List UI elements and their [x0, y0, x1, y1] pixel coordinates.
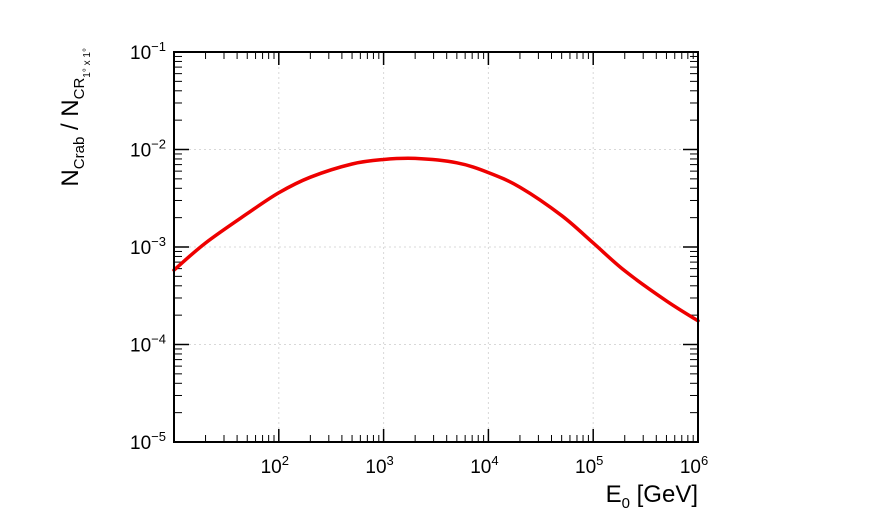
x-tick-label: 103 — [365, 453, 393, 478]
y-tick-labels: 10−5 10−4 10−3 10−2 10−1 — [130, 39, 166, 454]
y-tick-label: 10−1 — [130, 39, 166, 64]
x-tick-label: 106 — [680, 453, 708, 478]
x-tick-labels: 102 103 104 105 106 — [261, 453, 709, 478]
y-tick-label: 10−3 — [130, 234, 166, 259]
series-line — [172, 156, 700, 323]
x-tick-label: 102 — [261, 453, 289, 478]
y-tick-label: 10−2 — [130, 137, 166, 162]
minor-ticks — [174, 52, 698, 442]
x-tick-label: 104 — [470, 453, 498, 478]
x-axis-title: E0 [GeV] — [606, 481, 698, 512]
y-tick-label: 10−4 — [130, 332, 166, 357]
plot-frame — [173, 51, 699, 443]
x-tick-label: 105 — [575, 453, 603, 478]
y-axis-title: NCrab / NCR1° x 1° — [57, 48, 93, 187]
grid-lines — [173, 52, 699, 442]
y-tick-label: 10−5 — [130, 429, 166, 454]
